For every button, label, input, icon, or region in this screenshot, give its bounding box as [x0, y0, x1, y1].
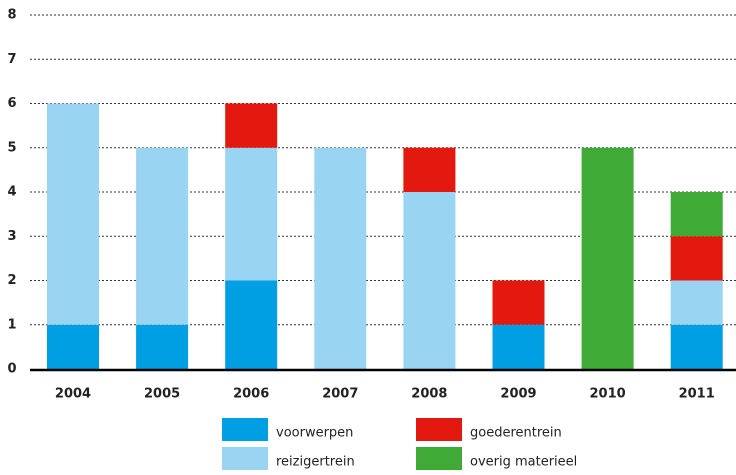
x-tick-label: 2008: [411, 387, 447, 402]
bar-segment: [47, 324, 99, 369]
x-tick-label: 2009: [500, 387, 536, 402]
legend-label: voorwerpen: [276, 426, 353, 441]
bar-segment: [581, 147, 634, 369]
x-tick-label: 2006: [233, 387, 269, 402]
bar-segment: [225, 280, 278, 369]
bar-segment: [670, 192, 723, 237]
bar-segment: [403, 147, 456, 192]
y-tick-label: 3: [7, 229, 16, 244]
y-tick-label: 0: [7, 362, 16, 377]
y-tick-label: 6: [7, 96, 16, 111]
x-tick-label: 2004: [55, 387, 91, 402]
x-tick-label: 2011: [679, 387, 715, 402]
y-tick-label: 8: [7, 8, 16, 23]
legend-swatch: [222, 447, 268, 470]
bar-segment: [670, 324, 723, 369]
x-tick-label: 2005: [144, 387, 180, 402]
y-tick-label: 7: [7, 52, 16, 67]
y-tick-label: 2: [7, 273, 16, 288]
x-tick-label: 2010: [590, 387, 626, 402]
bar-segment: [225, 147, 278, 281]
legend-label: reizigertrein: [276, 455, 355, 470]
bar-segment: [136, 324, 189, 369]
y-tick-label: 4: [7, 185, 16, 200]
legend-swatch: [416, 418, 462, 441]
bar-segment: [47, 103, 99, 325]
legend-swatch: [416, 447, 462, 470]
y-tick-label: 1: [7, 317, 16, 332]
y-tick-label: 5: [7, 140, 16, 155]
bar-segment: [492, 324, 545, 369]
bar-segment: [314, 147, 367, 369]
bar-segment: [225, 103, 278, 148]
bar-segment: [670, 280, 723, 325]
legend-label: overig materieel: [470, 455, 577, 470]
bar-segment: [403, 192, 456, 369]
legend-label: goederentrein: [470, 426, 562, 441]
bar-segment: [136, 147, 189, 325]
x-tick-label: 2007: [322, 387, 358, 402]
legend-swatch: [222, 418, 268, 441]
bar-segment: [670, 236, 723, 281]
bar-segment: [492, 280, 545, 325]
